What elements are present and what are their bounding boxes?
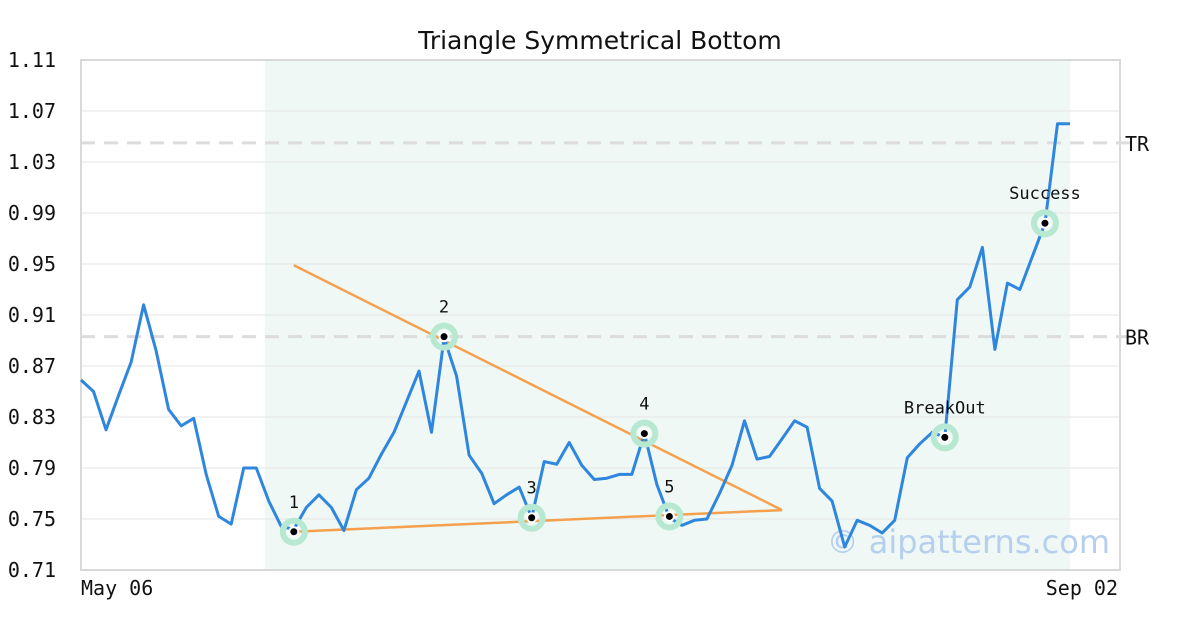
y-tick-label: 0.83 — [8, 405, 56, 429]
pattern-point-halo — [630, 419, 659, 448]
y-tick-label: 0.87 — [8, 354, 56, 378]
pattern-point-dot — [290, 528, 298, 536]
y-tick-label: 0.71 — [8, 558, 56, 582]
x-tick-label: Sep 02 — [1046, 576, 1118, 600]
price-line — [79, 122, 1070, 549]
x-axis: May 06 Sep 02 — [81, 576, 1118, 600]
level-label: BR — [1125, 326, 1150, 350]
y-tick-label: 0.75 — [8, 507, 56, 531]
plot-frame — [80, 59, 1121, 571]
pattern-point-halo — [1030, 209, 1059, 238]
pattern-point-dot — [665, 512, 673, 520]
watermark: © aipatterns.com — [827, 523, 1110, 561]
y-tick-label: 1.03 — [8, 150, 56, 174]
pattern-point-label: Success — [1009, 184, 1081, 204]
pattern-point-label: 3 — [527, 479, 537, 499]
trend-line-upper — [293, 264, 783, 512]
y-tick-label: 0.99 — [8, 201, 56, 225]
pattern-point-dot — [1041, 219, 1049, 227]
level-label: TR — [1125, 132, 1150, 156]
y-tick-label: 1.07 — [8, 99, 56, 123]
trend-lines — [293, 264, 783, 533]
pattern-point-dot — [941, 433, 949, 441]
pattern-point-dot — [528, 514, 536, 522]
pattern-point-label: 5 — [664, 477, 674, 497]
y-tick-label: 0.95 — [8, 252, 56, 276]
y-tick-label: 1.11 — [8, 48, 56, 72]
trend-line-lower — [293, 508, 783, 533]
pattern-point-label: BreakOut — [904, 398, 986, 418]
pattern-point-label: 2 — [439, 298, 449, 318]
pattern-point-label: 1 — [289, 493, 299, 513]
y-tick-label: 0.79 — [8, 456, 56, 480]
pattern-point-halo — [930, 423, 959, 452]
series — [79, 122, 1070, 549]
x-tick-label: May 06 — [81, 576, 153, 600]
chart-title: Triangle Symmetrical Bottom — [417, 26, 782, 55]
pattern-points: 1 2 3 4 5 BreakOut Success — [279, 184, 1081, 546]
pattern-point-label: 4 — [639, 395, 649, 415]
pattern-point-halo — [517, 503, 546, 532]
pattern-point-halo — [655, 502, 684, 531]
pattern-point-dot — [640, 430, 648, 438]
y-axis: 1.11 1.07 1.03 0.99 0.95 0.91 0.87 0.83 0.79 0.75… — [8, 48, 56, 582]
levels: TR BR — [81, 132, 1150, 350]
pattern-point-halo — [430, 322, 459, 351]
pattern-point-halo — [279, 517, 308, 546]
y-tick-label: 0.91 — [8, 303, 56, 327]
pattern-point-dot — [440, 333, 448, 341]
